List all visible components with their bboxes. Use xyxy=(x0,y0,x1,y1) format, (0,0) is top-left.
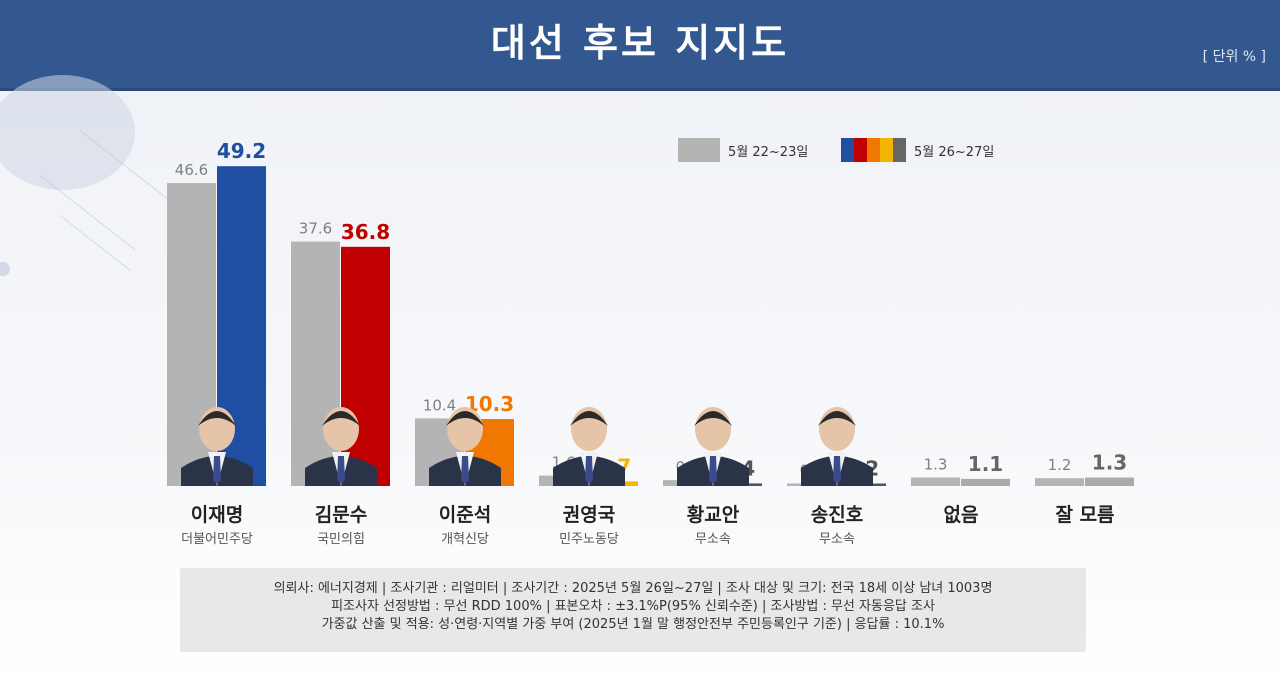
legend-swatch-previous xyxy=(678,138,720,162)
candidate-name: 송진호 xyxy=(810,504,864,526)
candidate-name: 황교안 xyxy=(686,504,740,526)
data-label-previous: 1.3 xyxy=(924,456,948,474)
candidate-party: 개혁신당 xyxy=(441,532,489,547)
survey-note: 의뢰사: 에너지경제 | 조사기관 : 리얼미터 | 조사기간 : 2025년 … xyxy=(180,568,1086,652)
data-label-current: 1.1 xyxy=(968,452,1003,476)
candidate-name: 이재명 xyxy=(190,504,244,526)
candidate-party: 무소속 xyxy=(695,532,731,547)
decorative-dot xyxy=(0,262,10,276)
bar-current xyxy=(961,478,1010,486)
candidate-photo-tie xyxy=(213,456,221,484)
candidate-name: 없음 xyxy=(943,504,979,526)
candidate-photo-tie xyxy=(833,456,841,484)
legend-label-current: 5월 26~27일 xyxy=(914,144,995,160)
data-label-previous: 46.6 xyxy=(175,161,208,179)
legend-swatch-current xyxy=(841,138,906,162)
candidate-name: 권영국 xyxy=(562,504,616,526)
data-label-current: 36.8 xyxy=(341,220,390,244)
candidate-name: 김문수 xyxy=(314,504,368,526)
candidate-photo-hair xyxy=(694,411,732,426)
candidate-photo-tie xyxy=(337,456,345,484)
bar-current xyxy=(1085,477,1134,486)
bar-previous xyxy=(911,477,960,486)
bar-previous xyxy=(291,241,340,486)
bar-previous xyxy=(1035,478,1084,486)
unit-label: [ 단위 % ] xyxy=(1202,49,1266,65)
candidate-photo-hair xyxy=(446,411,484,426)
data-label-current: 49.2 xyxy=(217,139,266,163)
data-label-previous: 10.4 xyxy=(423,396,456,414)
data-label-previous: 37.6 xyxy=(299,220,332,238)
survey-note-line: 의뢰사: 에너지경제 | 조사기관 : 리얼미터 | 조사기간 : 2025년 … xyxy=(273,581,993,596)
candidate-photo-hair xyxy=(198,411,236,426)
legend-label-previous: 5월 22~23일 xyxy=(728,144,809,160)
survey-note-line: 가중값 산출 및 적용: 성·연령·지역별 가중 부여 (2025년 1월 말 … xyxy=(321,617,945,632)
candidate-photo-tie xyxy=(461,456,469,484)
candidate-party: 민주노동당 xyxy=(559,532,619,547)
data-label-previous: 1.2 xyxy=(1048,456,1072,474)
candidate-party: 더불어민주당 xyxy=(181,532,253,547)
page-title: 대선 후보 지지도 xyxy=(490,21,790,65)
candidate-photo-tie xyxy=(585,456,593,484)
candidate-name: 이준석 xyxy=(438,504,492,526)
candidate-party: 국민의힘 xyxy=(317,532,365,547)
candidate-photo-tie xyxy=(709,456,717,484)
data-label-current: 1.3 xyxy=(1092,451,1127,475)
legend-current: 5월 26~27일 xyxy=(841,138,994,162)
survey-note-line: 피조사자 선정방법 : 무선 RDD 100% | 표본오차 : ±3.1%P(… xyxy=(331,599,935,614)
candidate-photo-hair xyxy=(322,411,360,426)
bar-current xyxy=(341,246,390,486)
candidate-name: 잘 모름 xyxy=(1055,504,1115,526)
legend-previous: 5월 22~23일 xyxy=(678,138,808,162)
header-banner: 대선 후보 지지도 [ 단위 % ] xyxy=(0,0,1280,91)
candidate-party: 무소속 xyxy=(819,532,855,547)
decorative-circle xyxy=(0,75,135,190)
candidate-photo-hair xyxy=(570,411,608,426)
candidate-photo-hair xyxy=(818,411,856,426)
